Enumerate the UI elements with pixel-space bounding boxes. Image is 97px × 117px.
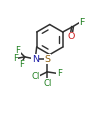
- Text: N: N: [32, 55, 39, 64]
- Text: F: F: [57, 69, 62, 78]
- Text: Cl: Cl: [43, 79, 51, 88]
- Text: F: F: [19, 60, 24, 69]
- Text: S: S: [44, 55, 50, 64]
- Text: F: F: [13, 54, 18, 63]
- Text: O: O: [67, 32, 75, 41]
- Text: F: F: [15, 46, 20, 55]
- Text: F: F: [79, 18, 85, 27]
- Text: Cl: Cl: [32, 72, 40, 81]
